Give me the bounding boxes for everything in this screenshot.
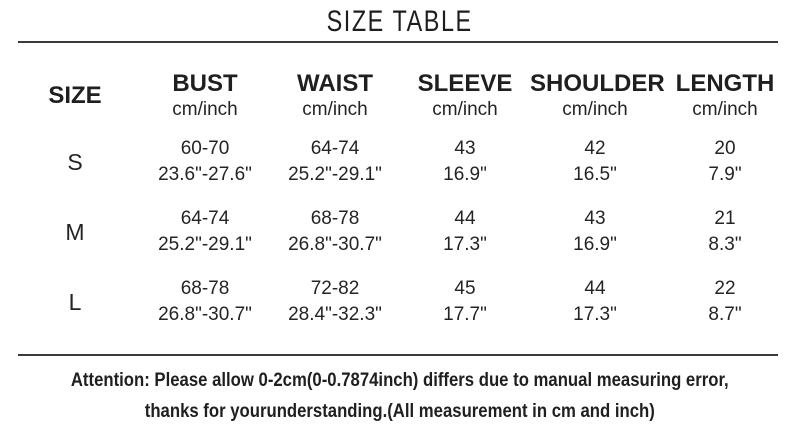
table-row-m: M 64-74 25.2"-29.1" 68-78 26.8"-30.7" 44… [10, 192, 790, 262]
column-unit: cm/inch [302, 99, 368, 120]
cm-value: 44 [454, 208, 476, 229]
measurement-cell-length: 20 7.9" [660, 122, 790, 192]
page-title: SIZE TABLE [326, 5, 474, 38]
size-label: S [67, 148, 83, 175]
attention-line-1: Attention: Please allow 0-2cm(0-0.7874in… [0, 366, 800, 397]
inch-value: 26.8"-30.7" [288, 234, 382, 255]
measurement-cell-bust: 68-78 26.8"-30.7" [140, 262, 270, 332]
measurement-cell-bust: 64-74 25.2"-29.1" [140, 192, 270, 262]
inch-value: 25.2"-29.1" [158, 234, 252, 255]
cm-value: 45 [454, 278, 476, 299]
size-table: SIZE BUST cm/inch WAIST cm/inch SLEEVE c… [10, 70, 790, 332]
size-label: L [68, 288, 82, 315]
size-header-label: SIZE [48, 82, 102, 109]
measurement-cell-shoulder: 43 16.9" [530, 192, 660, 262]
top-divider [18, 41, 778, 43]
measurement-cell-shoulder: 42 16.5" [530, 122, 660, 192]
cm-value: 43 [584, 208, 606, 229]
column-name: SHOULDER [530, 70, 665, 97]
column-name: WAIST [297, 70, 373, 97]
attention-note: Attention: Please allow 0-2cm(0-0.7874in… [0, 356, 800, 428]
column-header-sleeve: SLEEVE cm/inch [400, 70, 530, 122]
cm-value: 22 [714, 278, 736, 299]
cm-value: 64-74 [310, 138, 360, 159]
inch-value: 16.9" [443, 164, 487, 185]
column-header-length: LENGTH cm/inch [660, 70, 790, 122]
size-label: M [65, 218, 85, 245]
cm-value: 43 [454, 138, 476, 159]
table-header-row: SIZE BUST cm/inch WAIST cm/inch SLEEVE c… [10, 70, 790, 122]
attention-line-1-text: Attention: Please allow 0-2cm(0-0.7874in… [71, 370, 729, 391]
cm-value: 68-78 [310, 208, 360, 229]
attention-line-2-text: thanks for yourunderstanding.(All measur… [144, 401, 656, 422]
measurement-cell-length: 22 8.7" [660, 262, 790, 332]
measurement-cell-sleeve: 43 16.9" [400, 122, 530, 192]
inch-value: 7.9" [708, 164, 742, 185]
attention-line-2: thanks for yourunderstanding.(All measur… [0, 397, 800, 428]
measurement-cell-waist: 68-78 26.8"-30.7" [270, 192, 400, 262]
column-name: LENGTH [675, 70, 775, 97]
column-unit: cm/inch [562, 99, 628, 120]
cm-value: 64-74 [180, 208, 230, 229]
cm-value: 72-82 [310, 278, 360, 299]
measurement-cell-waist: 72-82 28.4"-32.3" [270, 262, 400, 332]
table-row-l: L 68-78 26.8"-30.7" 72-82 28.4"-32.3" 45… [10, 262, 790, 332]
cm-value: 68-78 [180, 278, 230, 299]
cm-value: 21 [714, 208, 736, 229]
column-header-shoulder: SHOULDER cm/inch [530, 70, 665, 122]
inch-value: 16.5" [573, 164, 617, 185]
measurement-cell-sleeve: 45 17.7" [400, 262, 530, 332]
inch-value: 23.6"-27.6" [158, 164, 252, 185]
inch-value: 8.7" [708, 304, 742, 325]
inch-value: 26.8"-30.7" [158, 304, 252, 325]
column-unit: cm/inch [172, 99, 238, 120]
cm-value: 44 [584, 278, 606, 299]
inch-value: 28.4"-32.3" [288, 304, 382, 325]
column-header-bust: BUST cm/inch [140, 70, 270, 122]
measurement-cell-waist: 64-74 25.2"-29.1" [270, 122, 400, 192]
measurement-cell-length: 21 8.3" [660, 192, 790, 262]
column-header-waist: WAIST cm/inch [270, 70, 400, 122]
inch-value: 17.3" [573, 304, 617, 325]
measurement-cell-sleeve: 44 17.3" [400, 192, 530, 262]
measurement-cell-bust: 60-70 23.6"-27.6" [140, 122, 270, 192]
column-name: BUST [172, 70, 238, 97]
column-unit: cm/inch [432, 99, 498, 120]
column-header-size: SIZE [10, 70, 140, 122]
inch-value: 8.3" [708, 234, 742, 255]
title-wrap: SIZE TABLE [0, 0, 800, 41]
bottom-divider [18, 354, 778, 356]
cm-value: 20 [714, 138, 736, 159]
inch-value: 16.9" [573, 234, 617, 255]
table-row-s: S 60-70 23.6"-27.6" 64-74 25.2"-29.1" 43… [10, 122, 790, 192]
measurement-cell-shoulder: 44 17.3" [530, 262, 660, 332]
inch-value: 17.3" [443, 234, 487, 255]
column-unit: cm/inch [692, 99, 758, 120]
inch-value: 25.2"-29.1" [288, 164, 382, 185]
column-name: SLEEVE [417, 70, 513, 97]
inch-value: 17.7" [443, 304, 487, 325]
cm-value: 42 [584, 138, 606, 159]
cm-value: 60-70 [180, 138, 230, 159]
